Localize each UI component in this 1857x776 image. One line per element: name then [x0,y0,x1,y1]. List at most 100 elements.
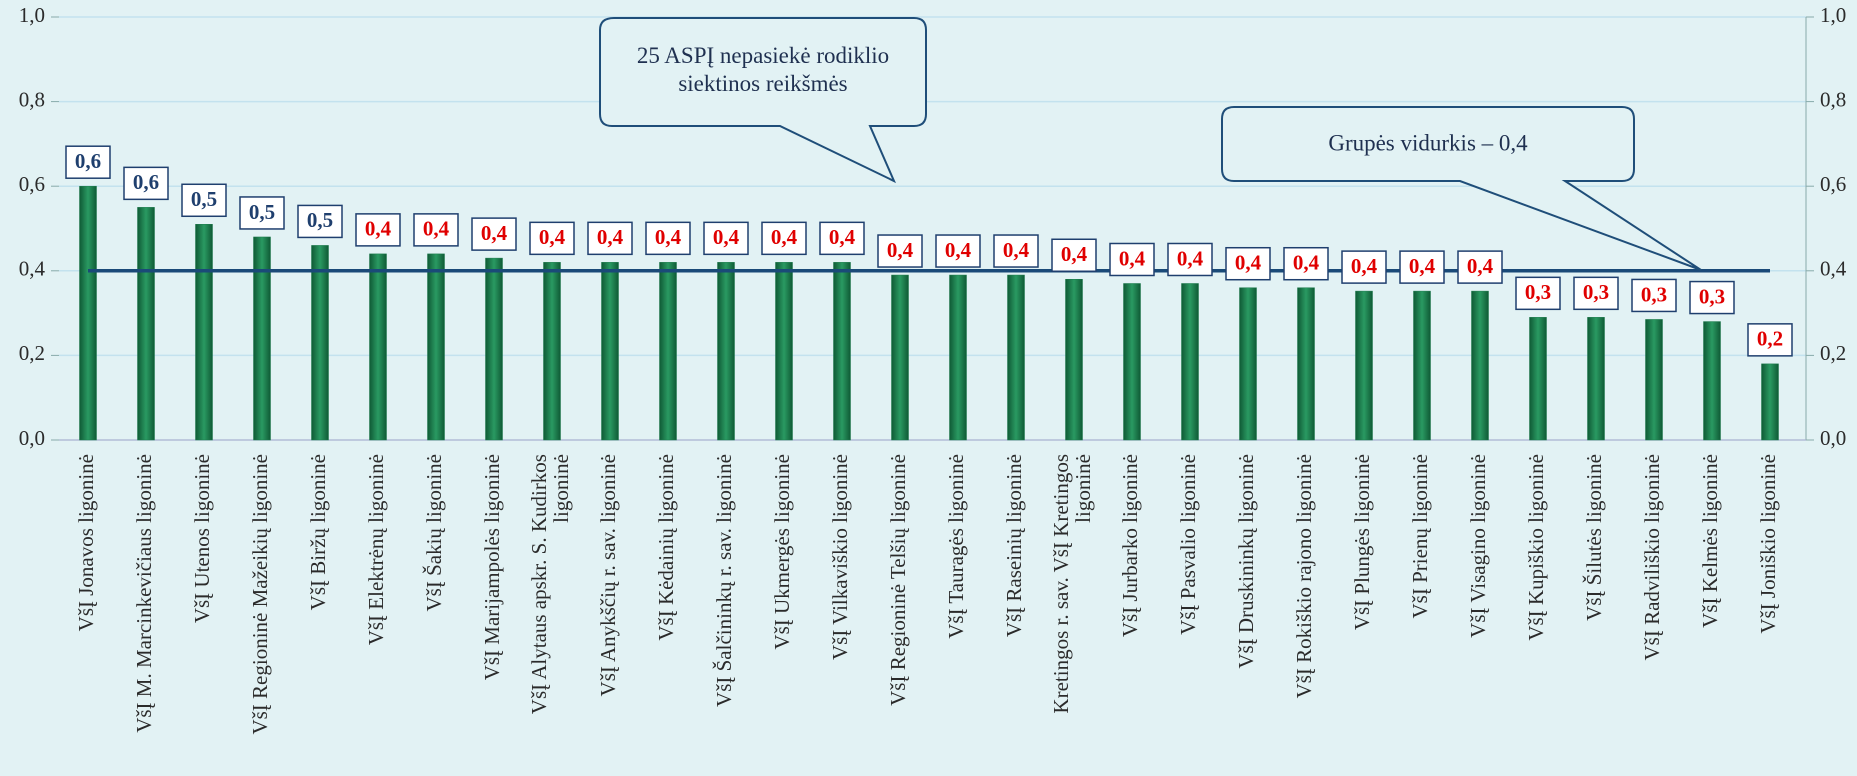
value-label: 0,4 [1061,242,1088,266]
x-tick-label: VšĮ Šakių ligoninė [422,454,446,612]
x-tick-label: VšĮ Regioninė Telšių ligoninė [886,454,910,706]
x-tick-label: VšĮ Vilkaviškio ligoninė [828,454,852,660]
value-label-box [1399,250,1445,284]
reference-label: Grupės vidurkis – 0,4 [1328,130,1528,155]
bar [717,262,735,441]
bar [1645,319,1663,441]
y2-tick-label: 1,0 [1820,3,1846,27]
x-tick-label: VšĮ Raseinių ligoninė [1002,454,1026,637]
value-label: 0,4 [1293,251,1320,275]
x-tick-label: VšĮ Alytaus apskr. S. Kudirkosligoninė [527,454,573,714]
x-tick-label: VšĮ M. Marcinkevičiaus ligoninė [132,454,156,733]
x-tick-label: VšĮ Jurbarko ligoninė [1118,454,1142,637]
value-label: 0,4 [945,238,972,262]
value-label-box [297,204,343,239]
value-label: 0,4 [1467,254,1494,278]
value-label: 0,4 [713,225,740,249]
value-label-box [355,213,401,247]
bar [659,262,677,441]
bar [1123,283,1141,441]
y-tick-label: 1,0 [19,3,45,27]
bar [1065,279,1083,441]
x-tick-label: VšĮ Kupiškio ligoninė [1524,454,1548,641]
value-label: 0,4 [481,221,508,245]
x-tick-label: VšĮ Jonavos ligoninė [74,454,98,631]
x-tick-label: VšĮ Regioninė Mažeikių ligoninė [248,454,272,735]
value-label-box [471,217,517,251]
value-label-box [1457,250,1503,284]
value-label-box [1051,238,1097,273]
y2-tick-label: 0,8 [1820,87,1846,111]
x-tick-label: VšĮ Prienų ligoninė [1408,454,1432,618]
value-label: 0,4 [1119,246,1146,270]
value-label-box [1573,276,1619,311]
value-label: 0,4 [597,225,624,249]
value-label: 0,4 [1177,246,1204,270]
bar [311,245,329,441]
bar [1587,317,1605,441]
value-label: 0,5 [191,187,217,211]
x-tick-label: VšĮ Biržų ligoninė [306,454,330,610]
value-label: 0,3 [1525,280,1551,304]
x-tick-label: VšĮ Utenos ligoninė [190,454,214,623]
x-tick-label: VšĮ Pasvalio ligoninė [1176,454,1200,635]
y-tick-label: 0,0 [19,426,45,450]
y2-tick-label: 0,6 [1820,172,1846,196]
value-label: 0,4 [887,238,914,262]
value-label: 0,4 [655,225,682,249]
x-tick-label: VšĮ Elektrėnų ligoninė [364,454,388,645]
value-label-box [65,145,111,179]
y-tick-label: 0,6 [19,172,45,196]
value-label-box [1109,242,1155,277]
value-label-box [1341,250,1387,284]
value-label-box [645,221,691,256]
y-tick-label: 0,2 [19,341,45,365]
callout: 25 ASPĮ nepasiekė rodiklio siektinos reik… [599,17,1702,271]
x-tick-label: VšĮ Rokiškio rajono ligoninė [1292,454,1316,698]
y2-tick-label: 0,4 [1820,257,1847,281]
y2-tick-label: 0,2 [1820,341,1846,365]
value-label: 0,4 [1003,238,1030,262]
value-label-box [1747,323,1793,357]
bar [1239,287,1257,441]
bar [137,207,155,441]
value-label: 0,3 [1583,280,1609,304]
bar [1007,274,1025,441]
value-label-box [877,234,923,268]
value-label-box [123,166,169,201]
bar [253,236,271,441]
bar [427,253,445,441]
x-tick-label: VšĮ Tauragės ligoninė [944,454,968,639]
value-label-box [1167,242,1213,277]
x-tick-label: Kretingos r. sav. VšĮ Kretingosligoninė [1049,454,1095,714]
callout-box [599,17,927,184]
x-tick-label: VšĮ Marijampolės ligoninė [480,454,504,680]
value-label-box [1283,246,1329,281]
annotation: 25 ASPĮ nepasiekė rodiklio siektinos reik… [637,43,889,96]
y-tick-label: 0,8 [19,87,45,111]
x-tick-label: VšĮ Ukmergės ligoninė [770,454,794,650]
bar [79,185,97,441]
bar [195,224,213,441]
value-label-box [587,221,633,256]
callout-box [1221,106,1702,271]
value-label-box [181,183,227,218]
bar [1413,290,1431,441]
bar [775,262,793,441]
x-tick-label: VšĮ Kelmės ligoninė [1698,454,1722,628]
bar [1181,283,1199,441]
bar [1355,290,1373,441]
bar [1297,287,1315,441]
value-label-box [819,221,865,256]
x-tick-label: VšĮ Anykščių r. sav. ligoninė [596,454,620,696]
x-tick-label: VšĮ Kėdainių ligoninė [654,454,678,641]
bar [1761,363,1779,441]
value-label-box [703,221,749,256]
y2-tick-label: 0,0 [1820,426,1846,450]
value-label: 0,6 [133,170,159,194]
value-label: 0,4 [1409,254,1436,278]
value-label-box [935,234,981,268]
bar [891,274,909,441]
value-label: 0,4 [539,225,566,249]
